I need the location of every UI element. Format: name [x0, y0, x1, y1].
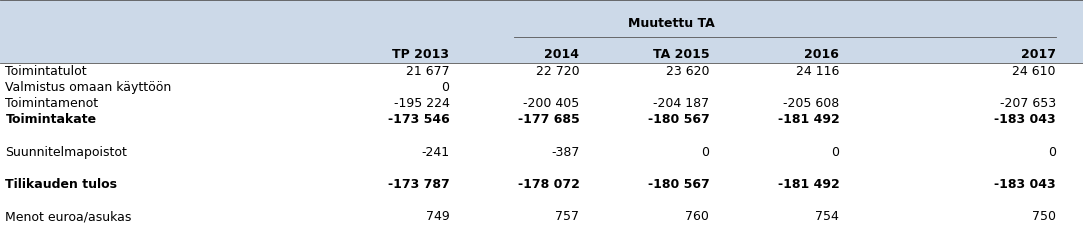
- Text: Muutettu TA: Muutettu TA: [628, 17, 715, 30]
- Text: -173 546: -173 546: [388, 113, 449, 126]
- Text: TP 2013: TP 2013: [392, 47, 449, 61]
- Text: -178 072: -178 072: [518, 178, 579, 191]
- Text: 2014: 2014: [545, 47, 579, 61]
- Text: -173 787: -173 787: [388, 178, 449, 191]
- Text: -195 224: -195 224: [393, 97, 449, 110]
- Text: -387: -387: [551, 146, 579, 159]
- Text: 24 610: 24 610: [1013, 65, 1056, 78]
- Text: TA 2015: TA 2015: [653, 47, 709, 61]
- Text: -204 187: -204 187: [653, 97, 709, 110]
- Text: Menot euroa/asukas: Menot euroa/asukas: [5, 210, 132, 223]
- Text: -241: -241: [421, 146, 449, 159]
- Text: 760: 760: [686, 210, 709, 223]
- Text: 749: 749: [426, 210, 449, 223]
- Text: Tilikauden tulos: Tilikauden tulos: [5, 178, 117, 191]
- Text: -181 492: -181 492: [778, 178, 839, 191]
- Text: Toimintatulot: Toimintatulot: [5, 65, 87, 78]
- Text: 23 620: 23 620: [666, 65, 709, 78]
- Text: 0: 0: [832, 146, 839, 159]
- Text: Suunnitelmapoistot: Suunnitelmapoistot: [5, 146, 128, 159]
- Text: 754: 754: [815, 210, 839, 223]
- Text: -205 608: -205 608: [783, 97, 839, 110]
- Text: -200 405: -200 405: [523, 97, 579, 110]
- Text: 21 677: 21 677: [406, 65, 449, 78]
- Text: -180 567: -180 567: [648, 113, 709, 126]
- Text: 24 116: 24 116: [796, 65, 839, 78]
- Text: -180 567: -180 567: [648, 178, 709, 191]
- Bar: [0, 0, 1083, 63]
- Text: 0: 0: [1048, 146, 1056, 159]
- Text: -207 653: -207 653: [1000, 97, 1056, 110]
- Text: 22 720: 22 720: [536, 65, 579, 78]
- Text: -177 685: -177 685: [518, 113, 579, 126]
- Text: 0: 0: [702, 146, 709, 159]
- Text: Valmistus omaan käyttöön: Valmistus omaan käyttöön: [5, 81, 172, 94]
- Text: -181 492: -181 492: [778, 113, 839, 126]
- Text: Toimintamenot: Toimintamenot: [5, 97, 99, 110]
- Text: 757: 757: [556, 210, 579, 223]
- Text: -183 043: -183 043: [994, 178, 1056, 191]
- Text: 0: 0: [442, 81, 449, 94]
- Text: 2016: 2016: [805, 47, 839, 61]
- Text: -183 043: -183 043: [994, 113, 1056, 126]
- Text: Toimintakate: Toimintakate: [5, 113, 96, 126]
- Text: 750: 750: [1032, 210, 1056, 223]
- Text: 2017: 2017: [1021, 47, 1056, 61]
